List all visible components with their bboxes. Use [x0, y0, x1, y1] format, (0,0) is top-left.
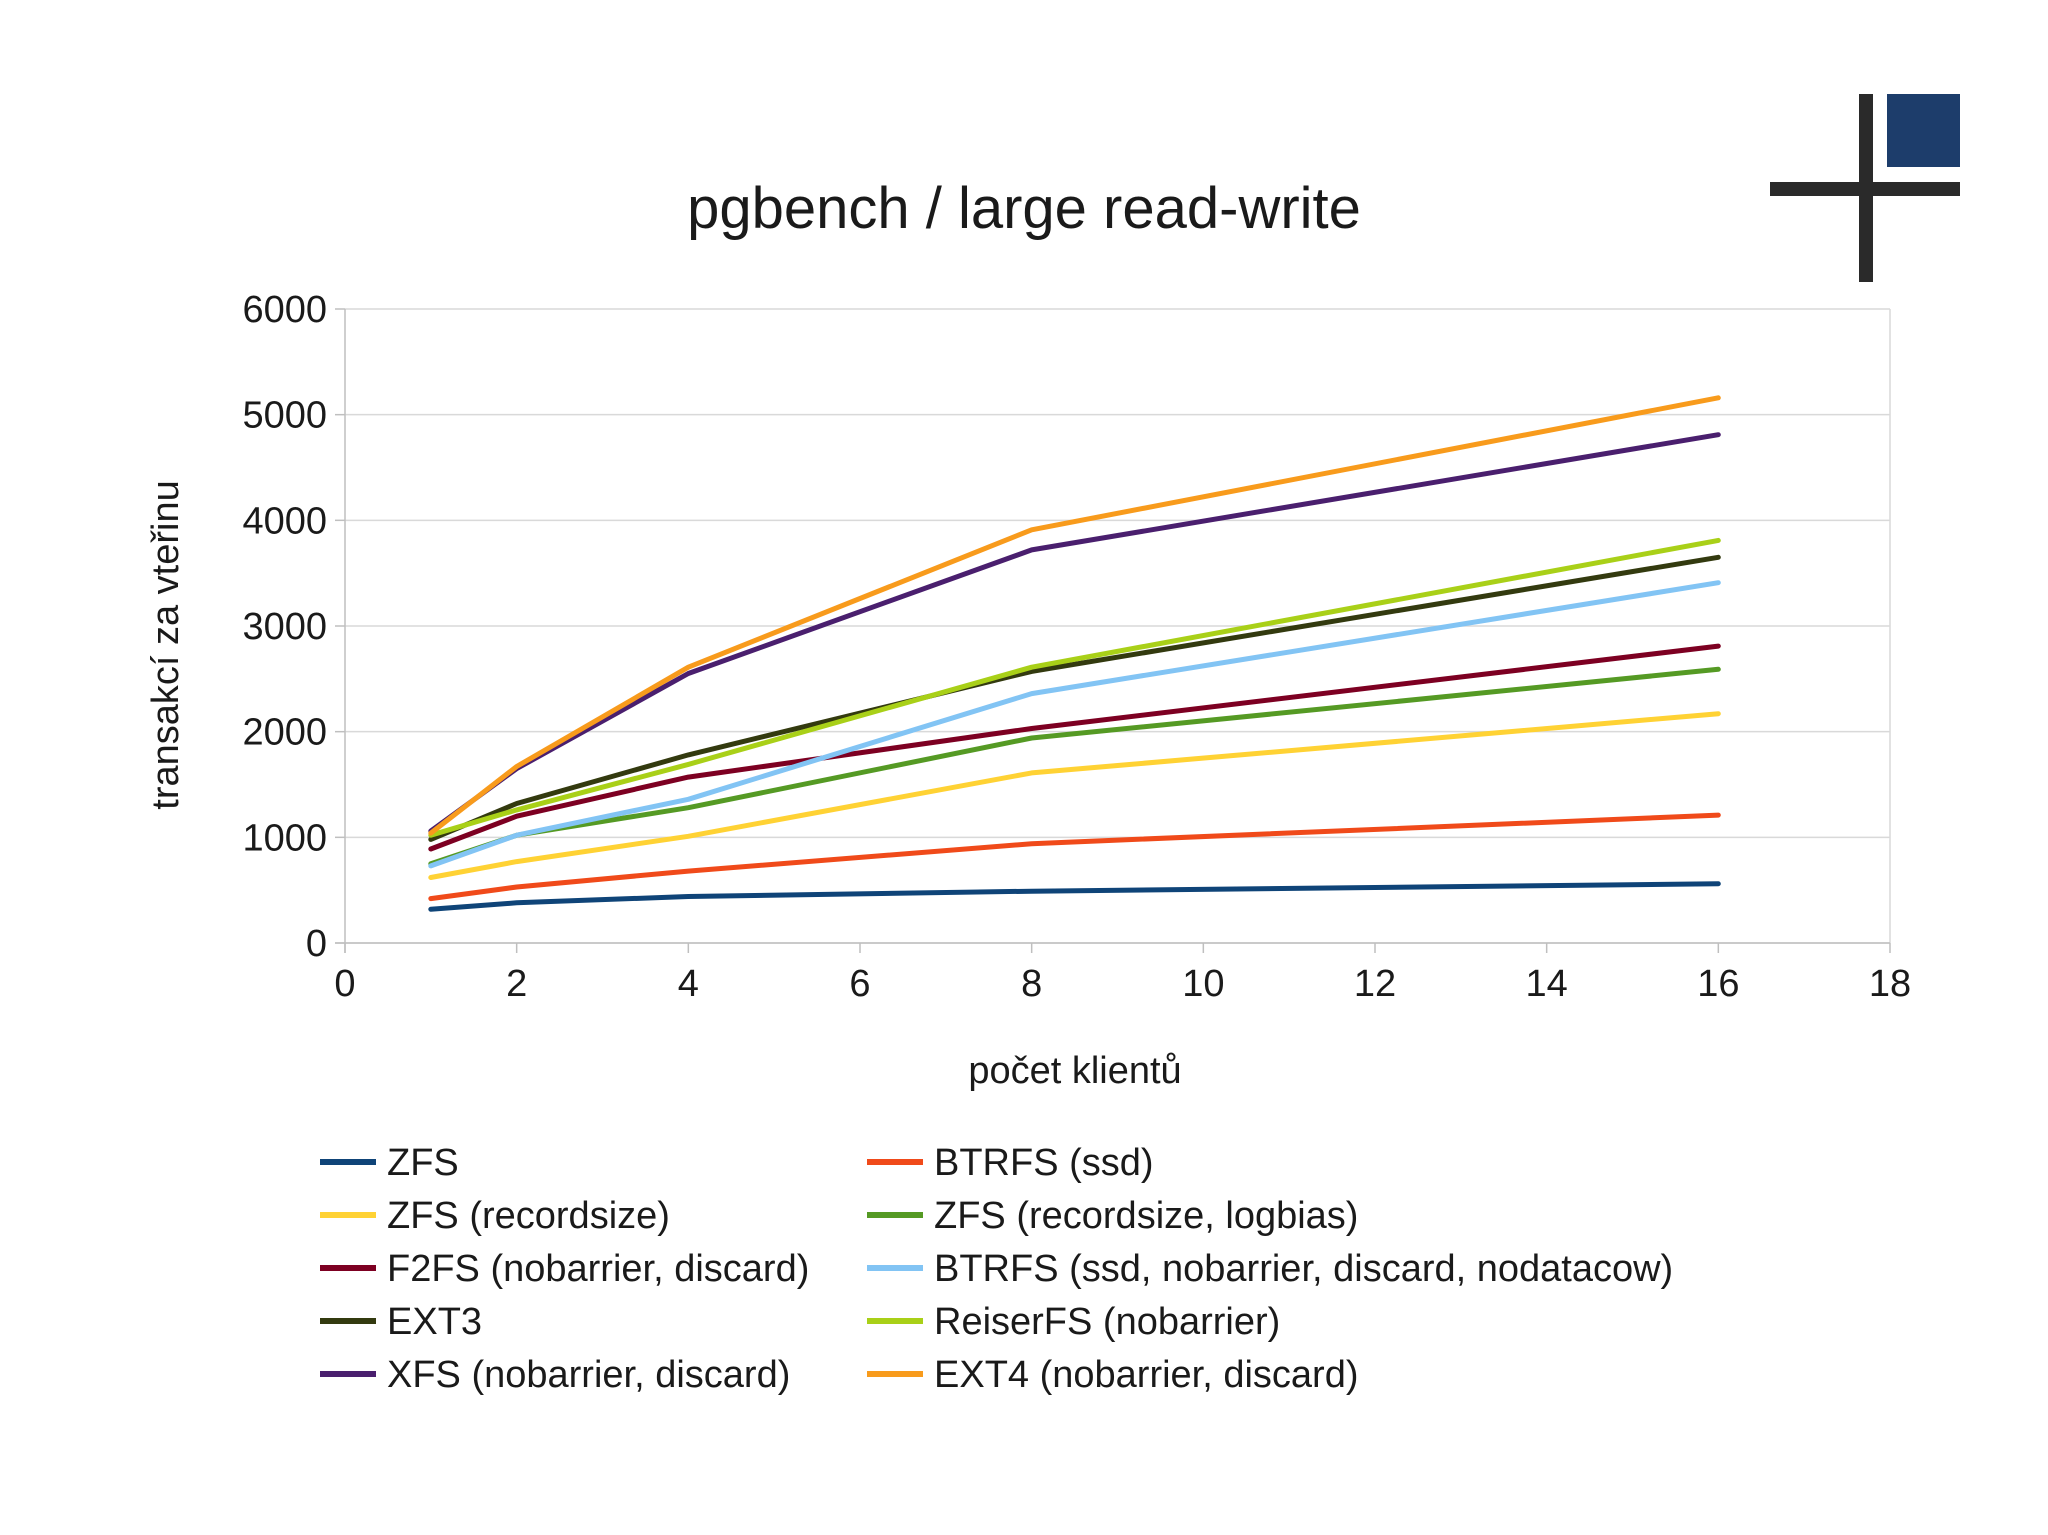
legend-label: BTRFS (ssd)	[934, 1142, 1154, 1184]
series-line-1	[428, 881, 1721, 912]
series-line-8	[428, 537, 1721, 838]
series-line-3	[428, 711, 1721, 880]
x-axis-ticks: 0 2 4 6 8 10 12 14 16 18	[334, 963, 1911, 1005]
chart-title: pgbench / large read-write	[687, 176, 1361, 241]
legend-label: F2FS (nobarrier, discard)	[387, 1248, 809, 1290]
logo-square	[1887, 94, 1960, 167]
legend-label: ZFS	[387, 1142, 459, 1184]
legend-item: F2FS (nobarrier, discard)	[320, 1248, 809, 1290]
y-tick-label: 6000	[242, 289, 327, 331]
series-line-6	[428, 580, 1721, 869]
legend-label: EXT4 (nobarrier, discard)	[934, 1354, 1359, 1396]
logo-horizontal-bar	[1770, 182, 1960, 196]
legend-item: EXT4 (nobarrier, discard)	[867, 1354, 1359, 1396]
x-tick-label: 16	[1697, 963, 1739, 1005]
series-line-7	[428, 554, 1721, 842]
legend-label: BTRFS (ssd, nobarrier, discard, nodataco…	[934, 1248, 1673, 1290]
plus-square-logo-icon	[1770, 94, 1960, 282]
x-tick-label: 0	[334, 963, 355, 1005]
y-axis-ticks: 0 1000 2000 3000 4000 5000 6000	[242, 289, 327, 965]
series-line-4	[428, 666, 1721, 867]
series-line-2	[428, 812, 1721, 902]
legend-item: XFS (nobarrier, discard)	[320, 1354, 790, 1396]
y-axis-label: transakcí za vteřinu	[145, 480, 187, 809]
x-tick-label: 2	[506, 963, 527, 1005]
legend-label: ReiserFS (nobarrier)	[934, 1301, 1280, 1343]
y-tick-label: 4000	[242, 500, 327, 542]
series-line-10	[428, 395, 1721, 836]
series-line-5	[428, 643, 1721, 852]
y-tick-label: 1000	[242, 817, 327, 859]
y-tick-label: 5000	[242, 395, 327, 437]
x-tick-label: 8	[1021, 963, 1042, 1005]
x-tick-label: 18	[1869, 963, 1911, 1005]
y-tick-label: 2000	[242, 712, 327, 754]
legend-item: ZFS (recordsize)	[320, 1195, 670, 1237]
legend-label: ZFS (recordsize)	[387, 1195, 670, 1237]
legend: ZFS BTRFS (ssd) ZFS (recordsize) ZFS (recor…	[320, 1142, 1673, 1396]
legend-item: ZFS (recordsize, logbias)	[867, 1195, 1358, 1237]
y-tick-label: 0	[306, 923, 327, 965]
series-group	[428, 395, 1721, 912]
legend-label: ZFS (recordsize, logbias)	[934, 1195, 1358, 1237]
x-axis-label: počet klientů	[968, 1050, 1181, 1092]
legend-item: BTRFS (ssd, nobarrier, discard, nodataco…	[867, 1248, 1673, 1290]
x-tick-label: 6	[849, 963, 870, 1005]
x-tick-label: 14	[1526, 963, 1568, 1005]
x-tick-label: 4	[678, 963, 699, 1005]
legend-item: ReiserFS (nobarrier)	[867, 1301, 1280, 1343]
legend-item: ZFS	[320, 1142, 459, 1184]
legend-label: EXT3	[387, 1301, 482, 1343]
y-tick-label: 3000	[242, 606, 327, 648]
grid	[335, 308, 1891, 953]
legend-item: BTRFS (ssd)	[867, 1142, 1154, 1184]
x-tick-label: 12	[1354, 963, 1396, 1005]
legend-label: XFS (nobarrier, discard)	[387, 1354, 790, 1396]
x-tick-label: 10	[1182, 963, 1224, 1005]
legend-item: EXT3	[320, 1301, 482, 1343]
